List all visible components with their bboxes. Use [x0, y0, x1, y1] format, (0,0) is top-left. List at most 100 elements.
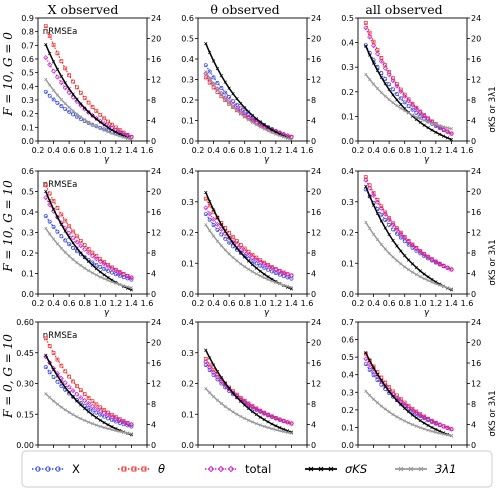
data-point — [363, 362, 368, 367]
data-point — [254, 272, 259, 276]
data-point — [219, 85, 224, 90]
data-point — [98, 112, 103, 117]
data-point — [414, 416, 419, 420]
data-point — [433, 259, 439, 265]
y-tick-label: 0.1 — [181, 410, 194, 419]
data-point — [43, 55, 49, 61]
data-point — [441, 284, 446, 289]
panel-r0-c1: 0.2 0.4 0.6 0.8 1.0 1.2 1.4 1.60.00.10.20.30.40… — [181, 14, 321, 165]
data-point — [402, 235, 408, 241]
data-point — [363, 356, 369, 362]
data-point — [215, 80, 220, 85]
data-point — [82, 243, 87, 247]
data-point — [75, 260, 79, 265]
legend-marker — [55, 466, 61, 472]
data-point — [102, 128, 106, 132]
data-point — [231, 92, 235, 96]
y-tick-label: 0.2 — [341, 406, 354, 415]
x-tick-label: 0.8 — [238, 299, 251, 308]
data-point — [211, 216, 217, 222]
data-point — [54, 214, 60, 220]
x-tick-label: 0.2 — [352, 299, 365, 308]
data-point — [223, 404, 227, 409]
data-point — [117, 273, 122, 278]
data-point — [391, 412, 395, 417]
data-point — [218, 226, 224, 232]
x-tick-label: 1.4 — [285, 299, 298, 308]
data-point — [106, 423, 110, 427]
data-point — [114, 281, 118, 285]
data-point — [71, 92, 75, 96]
data-point — [243, 106, 247, 110]
data-point — [211, 369, 217, 375]
data-point — [78, 90, 83, 95]
data-point — [51, 224, 56, 229]
data-point — [125, 431, 130, 435]
data-point — [371, 232, 376, 236]
data-point — [265, 412, 271, 418]
data-point — [44, 189, 48, 194]
data-point — [47, 344, 52, 348]
data-point — [83, 266, 87, 270]
data-point — [125, 285, 130, 289]
x-tick-label: 0.4 — [367, 146, 380, 155]
data-point — [399, 402, 403, 407]
data-point — [398, 230, 403, 235]
data-point — [258, 269, 262, 273]
data-point — [63, 238, 68, 243]
data-point — [285, 271, 291, 277]
data-point — [410, 101, 415, 106]
data-point — [78, 239, 83, 243]
data-point — [402, 401, 408, 407]
data-point — [250, 120, 255, 125]
data-point — [410, 242, 415, 248]
data-point — [378, 378, 384, 384]
y-tick-label: 0.4 — [21, 82, 34, 91]
data-point — [239, 414, 243, 419]
data-point — [285, 136, 290, 140]
legend-entry-1: θ — [118, 462, 165, 476]
series-3λ1 — [44, 226, 134, 290]
y-tick-label: 0.3 — [181, 349, 194, 358]
data-point — [94, 267, 99, 271]
data-point — [227, 235, 231, 239]
data-point — [102, 267, 107, 271]
data-point — [235, 109, 239, 113]
data-point — [379, 378, 384, 383]
data-point — [391, 255, 395, 259]
data-point — [261, 410, 267, 416]
data-point — [285, 430, 290, 435]
data-point — [391, 238, 395, 243]
y2-tick-label: 16 — [151, 208, 161, 217]
legend-label: θ — [158, 462, 165, 476]
y2-tick-label: 4 — [311, 421, 316, 430]
data-point — [51, 399, 56, 403]
data-point — [413, 410, 419, 416]
data-point — [402, 100, 407, 105]
xlabel: γ — [264, 308, 270, 318]
data-point — [250, 409, 255, 414]
data-point — [274, 132, 278, 136]
data-point — [269, 414, 275, 420]
data-point — [47, 360, 53, 366]
data-point — [406, 111, 411, 115]
data-point — [410, 262, 415, 266]
data-point — [83, 406, 87, 411]
y-tick-label: 0.0 — [341, 290, 354, 299]
data-point — [70, 388, 76, 394]
y-tick-label: 0.8 — [21, 28, 34, 37]
x-tick-label: 1.0 — [254, 146, 267, 155]
data-point — [71, 379, 75, 384]
data-point — [235, 97, 239, 101]
data-point — [105, 412, 111, 418]
data-point — [383, 384, 387, 388]
data-point — [368, 393, 372, 398]
data-point — [223, 229, 227, 233]
data-point — [118, 134, 122, 138]
panel-grid: 0.2 0.4 0.6 0.8 1.0 1.2 1.4 1.60.00.10.20.30.40… — [16, 14, 498, 469]
data-point — [246, 252, 252, 258]
data-point — [75, 384, 79, 388]
data-point — [63, 81, 67, 85]
data-point — [403, 265, 407, 269]
data-point — [129, 424, 134, 429]
